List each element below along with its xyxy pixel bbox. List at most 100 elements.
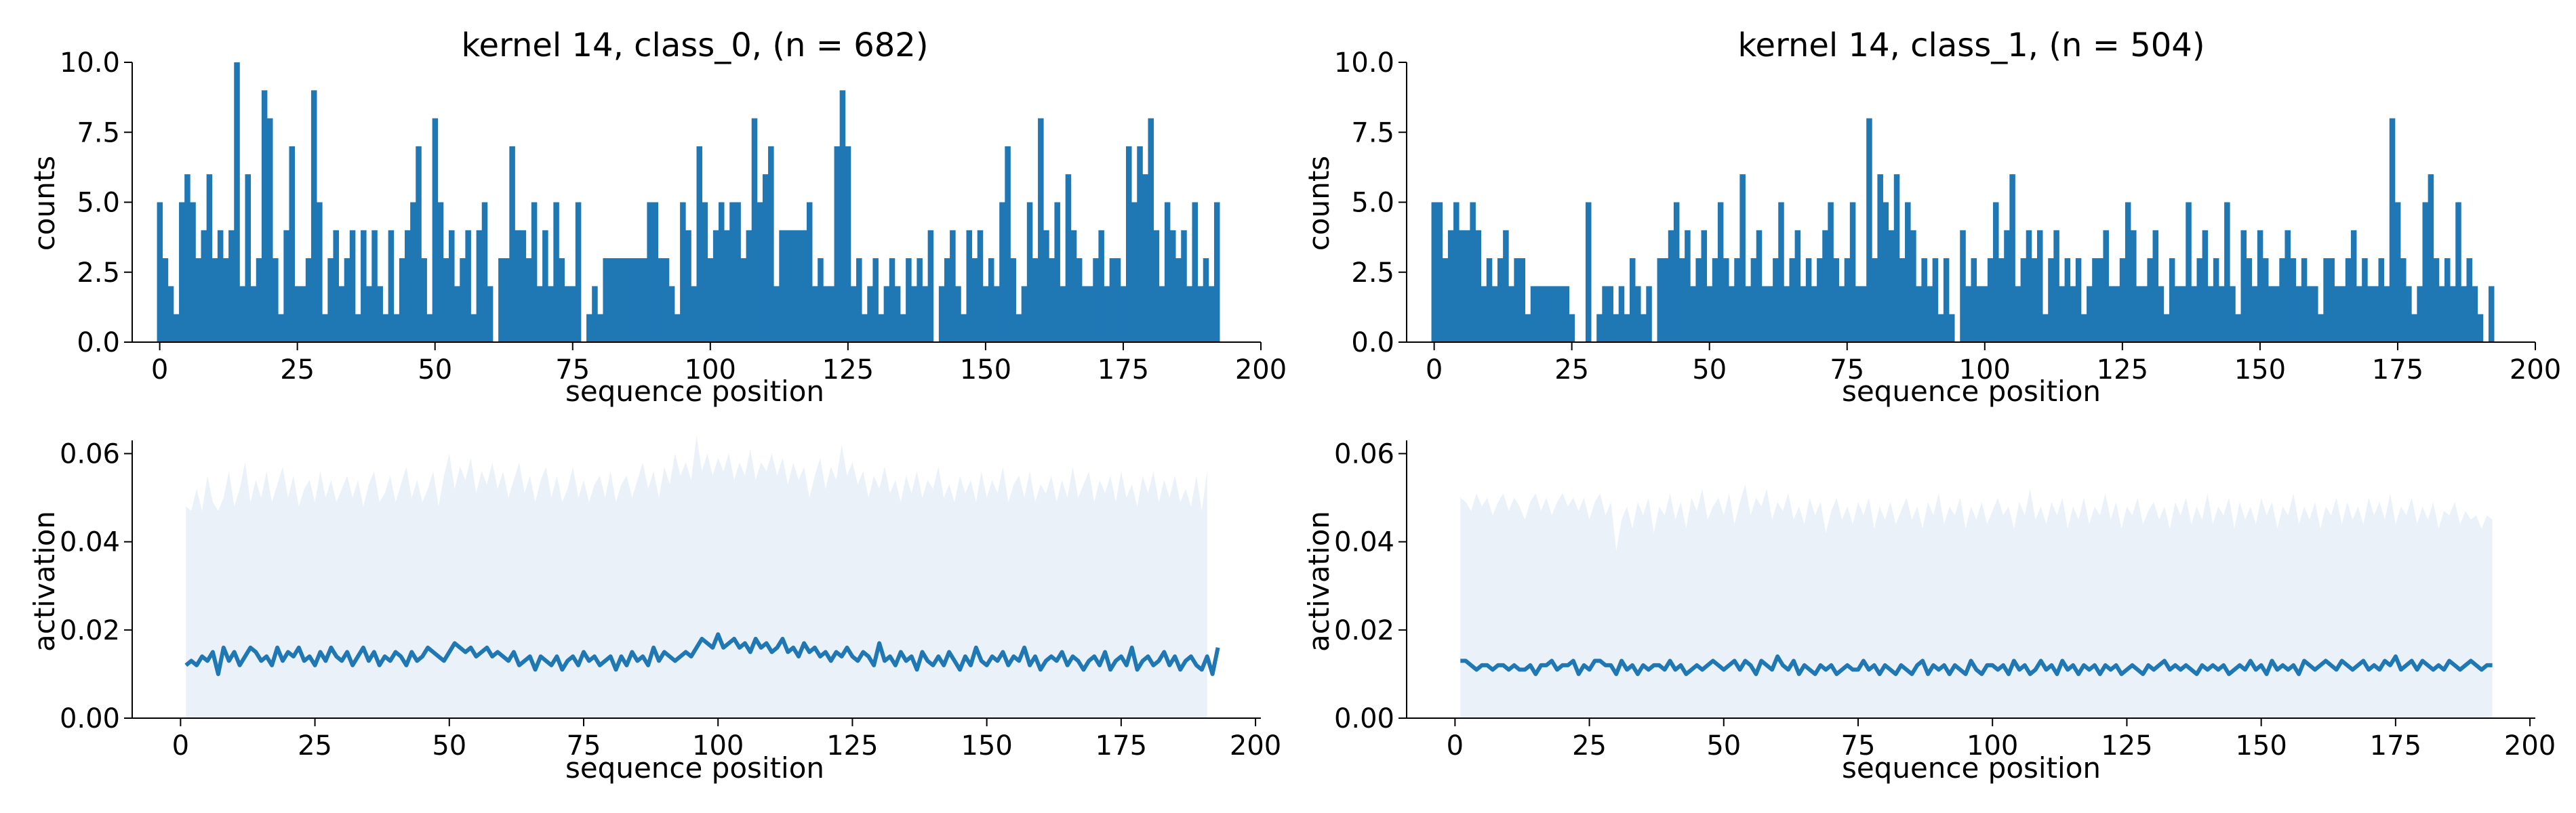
histogram-bar xyxy=(2163,314,2170,342)
x-tick-label: 25 xyxy=(1572,730,1607,762)
histogram-bar xyxy=(1497,258,1504,342)
x-axis-label: sequence position xyxy=(565,751,824,785)
histogram-bar xyxy=(361,230,367,342)
histogram-bar xyxy=(1093,258,1099,342)
histogram-bar xyxy=(1491,286,1498,342)
chart-title: kernel 14, class_1, (n = 504) xyxy=(1737,26,2205,64)
histogram-bar xyxy=(828,286,834,342)
histogram-bar xyxy=(2207,286,2214,342)
y-tick-label: 2.5 xyxy=(1351,257,1394,289)
histogram-bar xyxy=(2356,286,2362,342)
histogram-bar xyxy=(592,286,598,342)
histogram-bar xyxy=(1049,258,1055,342)
histogram-bar xyxy=(1076,258,1083,342)
histogram-bar xyxy=(1032,258,1039,342)
histogram-bar xyxy=(950,230,956,342)
histogram-bar xyxy=(1607,286,1613,342)
histogram-bar xyxy=(691,286,697,342)
histogram-bar xyxy=(2152,230,2159,342)
histogram-bar xyxy=(1464,230,1470,342)
histogram-bar xyxy=(2334,286,2341,342)
y-tick-label: 0.0 xyxy=(1351,327,1394,358)
histogram-bar xyxy=(300,286,306,342)
histogram-bar xyxy=(2318,314,2324,342)
histogram-bar xyxy=(1181,230,1187,342)
histogram-bar xyxy=(1153,230,1160,342)
histogram-bar xyxy=(889,258,895,342)
histogram-bar xyxy=(2438,286,2445,342)
histogram-bar xyxy=(569,286,576,342)
histogram-bar xyxy=(2262,258,2269,342)
histogram-bar xyxy=(426,314,433,342)
x-tick-label: 25 xyxy=(298,730,332,762)
histogram-bar xyxy=(1618,286,1625,342)
histogram-bar xyxy=(1750,258,1757,342)
histogram-bar xyxy=(597,314,603,342)
histogram-bar xyxy=(675,314,681,342)
y-tick-label: 7.5 xyxy=(77,117,120,148)
histogram-bar xyxy=(1197,286,1204,342)
histogram-bar xyxy=(1893,174,1900,342)
histogram-bar xyxy=(2339,286,2346,342)
histogram-bar xyxy=(2136,286,2142,342)
histogram-bar xyxy=(2158,286,2165,342)
histogram-bar xyxy=(757,202,763,342)
histogram-bar xyxy=(1065,174,1072,342)
histogram-bar xyxy=(2141,286,2148,342)
histogram-bar xyxy=(531,202,538,342)
histogram-bar xyxy=(1822,230,1828,342)
histogram-bar xyxy=(338,286,345,342)
histogram-bar xyxy=(795,230,802,342)
histogram-bar xyxy=(1833,258,1839,342)
histogram-bar xyxy=(509,146,515,342)
histogram-bar xyxy=(1569,314,1575,342)
x-tick-label: 50 xyxy=(418,354,452,385)
histogram-bar xyxy=(647,202,653,342)
histogram-bar xyxy=(1054,202,1060,342)
histogram-bar xyxy=(2350,230,2357,342)
histogram-bar xyxy=(1695,258,1702,342)
histogram-bar xyxy=(2020,258,2027,342)
histogram-bar xyxy=(2009,174,2015,342)
histogram-bar xyxy=(2417,286,2423,342)
histogram-bar xyxy=(548,286,554,342)
histogram-bar xyxy=(388,230,395,342)
histogram-bar xyxy=(2015,286,2021,342)
histogram-bar xyxy=(377,286,383,342)
histogram-bar xyxy=(2246,258,2253,342)
histogram-bar xyxy=(1547,286,1553,342)
histogram-bar xyxy=(779,230,785,342)
histogram-bar xyxy=(1514,258,1520,342)
histogram-bar xyxy=(740,258,746,342)
histogram-bar xyxy=(977,230,984,342)
histogram-bar xyxy=(273,258,279,342)
x-tick-label: 125 xyxy=(822,354,874,385)
histogram-bar xyxy=(1932,258,1939,342)
histogram-bar xyxy=(1021,286,1028,342)
histogram-bar xyxy=(784,230,790,342)
histogram-bar xyxy=(944,258,950,342)
histogram-bar xyxy=(1844,258,1851,342)
histogram-bar xyxy=(536,286,543,342)
histogram-bar xyxy=(2064,258,2071,342)
histogram-bar xyxy=(1992,202,1999,342)
histogram-bar xyxy=(1535,286,1542,342)
histogram-bar xyxy=(1773,258,1779,342)
histogram-bar xyxy=(1717,202,1724,342)
x-tick-label: 125 xyxy=(2097,354,2148,385)
histogram-bar xyxy=(2488,286,2495,342)
chart-title: kernel 14, class_0, (n = 682) xyxy=(461,26,928,64)
histogram-bar xyxy=(2147,258,2153,342)
histogram-bar xyxy=(2295,286,2302,342)
histogram-bar xyxy=(1159,286,1165,342)
y-tick-label: 0.00 xyxy=(60,703,120,734)
histogram-bar xyxy=(1811,286,1817,342)
histogram-bar xyxy=(317,202,323,342)
histogram-bar xyxy=(867,286,873,342)
histogram-bar xyxy=(1685,230,1691,342)
histogram-bar xyxy=(1635,286,1641,342)
histogram-bar xyxy=(2103,230,2109,342)
histogram-bar xyxy=(223,258,229,342)
histogram-bar xyxy=(1943,258,1950,342)
x-axis-label: sequence position xyxy=(1842,751,2101,785)
